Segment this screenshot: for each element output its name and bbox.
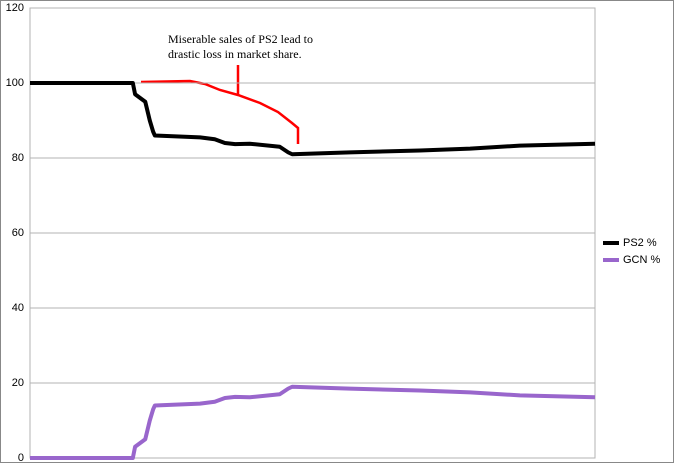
y-tick-label: 40 (12, 302, 24, 314)
y-tick-label: 20 (12, 377, 24, 389)
y-tick-label: 60 (12, 227, 24, 239)
y-tick-label: 0 (18, 452, 24, 463)
annotation: Miserable sales of PS2 lead to (168, 32, 313, 46)
legend-label: GCN % (623, 254, 661, 266)
y-tick-label: 80 (12, 152, 24, 164)
series-line (30, 384, 596, 460)
annotation: drastic loss in market share. (168, 47, 302, 61)
series-line (30, 81, 596, 157)
y-tick-label: 120 (6, 2, 24, 14)
legend-label: PS2 % (623, 237, 657, 249)
y-tick-label: 100 (6, 77, 24, 89)
